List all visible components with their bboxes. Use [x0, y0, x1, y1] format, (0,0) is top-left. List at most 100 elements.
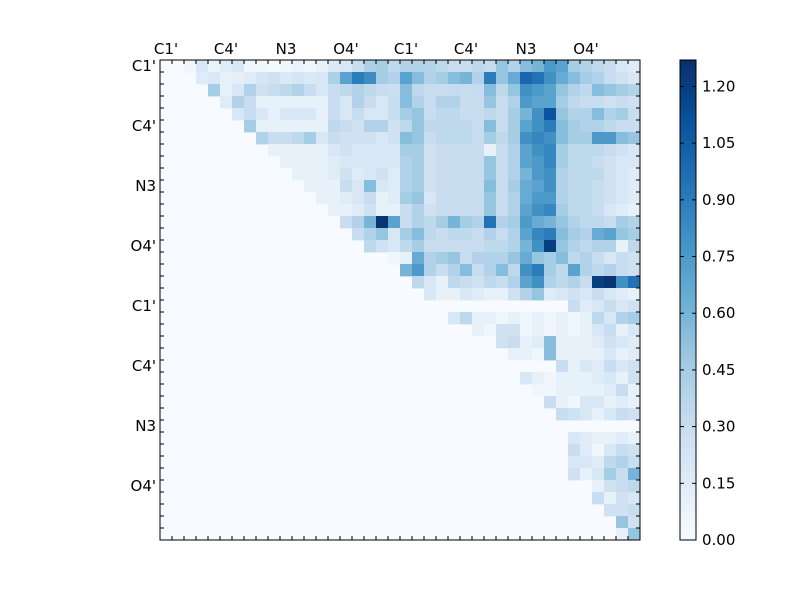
heatmap-cell	[484, 72, 497, 85]
heatmap-cell	[364, 120, 377, 133]
heatmap-cell	[424, 216, 437, 229]
heatmap-cell	[472, 72, 485, 85]
heatmap-cell	[460, 204, 473, 217]
heatmap-cell	[592, 432, 605, 445]
heatmap-cell	[616, 60, 629, 73]
heatmap-cell	[220, 96, 233, 109]
heatmap-cell	[412, 204, 425, 217]
heatmap-cell	[556, 384, 569, 397]
heatmap-cell	[244, 96, 257, 109]
heatmap-cell	[628, 468, 641, 481]
heatmap-cell	[496, 108, 509, 121]
heatmap-cell	[292, 132, 305, 145]
y-tick-label: O4'	[131, 477, 156, 495]
heatmap-cell	[484, 180, 497, 193]
heatmap-cell	[292, 84, 305, 97]
heatmap-cell	[496, 84, 509, 97]
heatmap-cell	[556, 252, 569, 265]
heatmap-cell	[352, 228, 365, 241]
heatmap-cell	[376, 240, 389, 253]
heatmap-cell	[628, 204, 641, 217]
heatmap-cell	[532, 228, 545, 241]
heatmap-cell	[484, 204, 497, 217]
heatmap-cell	[580, 144, 593, 157]
heatmap-cell	[532, 264, 545, 277]
x-tick-label: C1'	[394, 40, 418, 58]
heatmap-cell	[580, 348, 593, 361]
heatmap-cell	[616, 324, 629, 337]
heatmap-cell	[568, 348, 581, 361]
heatmap-cell	[568, 372, 581, 385]
heatmap-cell	[628, 396, 641, 409]
heatmap-cell	[508, 204, 521, 217]
heatmap-cell	[496, 324, 509, 337]
heatmap-cell	[496, 180, 509, 193]
x-tick-label: N3	[276, 40, 297, 58]
heatmap-cell	[616, 336, 629, 349]
heatmap-cell	[340, 132, 353, 145]
heatmap-cell	[544, 252, 557, 265]
heatmap-cell	[532, 336, 545, 349]
heatmap-cell	[436, 276, 449, 289]
heatmap-cell	[628, 288, 641, 301]
heatmap-cell	[412, 216, 425, 229]
heatmap-cell	[412, 144, 425, 157]
heatmap-cell	[604, 456, 617, 469]
heatmap-cell	[472, 216, 485, 229]
heatmap-cell	[340, 156, 353, 169]
heatmap-cell	[520, 108, 533, 121]
heatmap-cell	[436, 132, 449, 145]
heatmap-cell	[412, 60, 425, 73]
heatmap-cell	[604, 204, 617, 217]
heatmap-cell	[556, 348, 569, 361]
heatmap-cell	[580, 120, 593, 133]
heatmap-cell	[412, 96, 425, 109]
heatmap-cell	[496, 204, 509, 217]
heatmap-cell	[568, 468, 581, 481]
heatmap-cell	[544, 72, 557, 85]
heatmap-cell	[592, 348, 605, 361]
heatmap-cell	[616, 228, 629, 241]
heatmap-cell	[556, 60, 569, 73]
heatmap-cell	[244, 72, 257, 85]
heatmap-cell	[616, 168, 629, 181]
heatmap-cell	[508, 84, 521, 97]
heatmap-cell	[592, 360, 605, 373]
colorbar-tick-label: 0.15	[702, 474, 735, 492]
heatmap-cell	[412, 240, 425, 253]
heatmap-cell	[424, 84, 437, 97]
heatmap-cell	[628, 300, 641, 313]
heatmap-cell	[496, 144, 509, 157]
heatmap-cell	[412, 168, 425, 181]
heatmap-cell	[484, 228, 497, 241]
heatmap-cell	[568, 288, 581, 301]
heatmap-cell	[628, 144, 641, 157]
heatmap-cell	[556, 132, 569, 145]
heatmap-cell	[340, 192, 353, 205]
heatmap-cell	[220, 72, 233, 85]
heatmap-cell	[520, 96, 533, 109]
heatmap-cell	[604, 300, 617, 313]
heatmap-cell	[568, 444, 581, 457]
heatmap-cell	[328, 72, 341, 85]
heatmap-cell	[616, 264, 629, 277]
heatmap-cell	[568, 204, 581, 217]
heatmap-cell	[484, 240, 497, 253]
heatmap-cell	[448, 264, 461, 277]
heatmap-cell	[568, 180, 581, 193]
heatmap-cell	[340, 204, 353, 217]
heatmap-cell	[388, 192, 401, 205]
heatmap-cell	[400, 216, 413, 229]
heatmap-cell	[628, 528, 641, 541]
heatmap-cell	[388, 120, 401, 133]
heatmap-cell	[448, 228, 461, 241]
heatmap-cell	[556, 84, 569, 97]
heatmap-cell	[424, 228, 437, 241]
heatmap-cell	[508, 96, 521, 109]
heatmap-cell	[556, 264, 569, 277]
heatmap-cell	[484, 120, 497, 133]
heatmap-cell	[556, 180, 569, 193]
heatmap-cell	[472, 96, 485, 109]
heatmap-cell	[556, 336, 569, 349]
heatmap-cell	[448, 120, 461, 133]
